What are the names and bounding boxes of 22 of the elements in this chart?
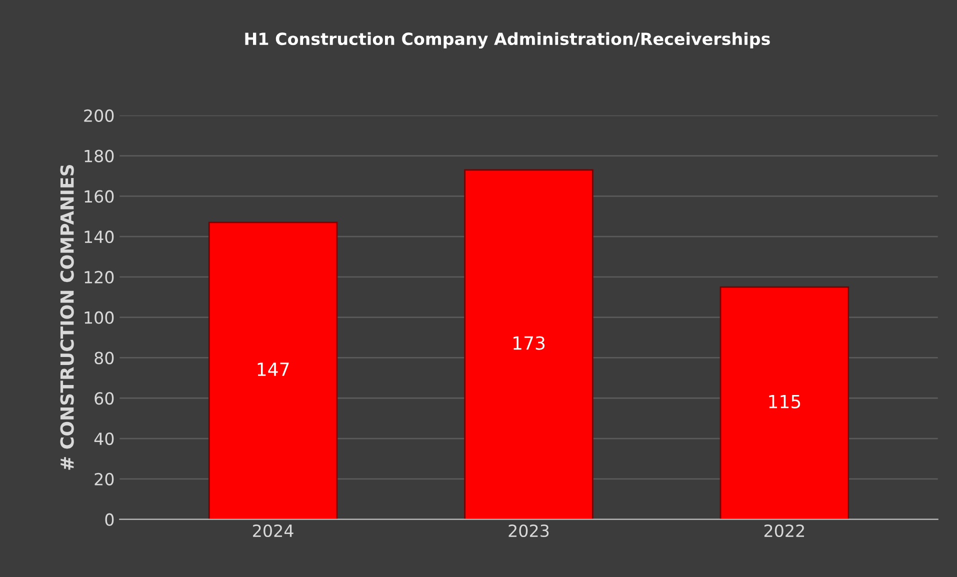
data-label: 115 — [769, 394, 800, 408]
data-label: 147 — [258, 362, 289, 376]
y-tick-label: 40 — [94, 432, 114, 446]
y-tick-label: 180 — [84, 150, 114, 162]
y-tick-label: 60 — [94, 392, 114, 405]
x-tick-label: 2023 — [508, 524, 549, 538]
y-tick-label: 200 — [84, 109, 114, 122]
y-tick-label: 20 — [94, 472, 114, 486]
bar — [208, 222, 338, 520]
y-tick-label: 80 — [94, 352, 114, 364]
y-tick-label: 100 — [84, 311, 114, 324]
y-tick-label: 120 — [84, 270, 114, 284]
x-tick-label: 2024 — [253, 524, 294, 538]
y-tick-label: 0 — [105, 513, 114, 526]
x-tick-label: 2022 — [764, 524, 804, 538]
bar — [464, 169, 594, 520]
chart-title: H1 Construction Company Administration/Receiverships — [245, 32, 770, 49]
data-label: 173 — [513, 336, 545, 350]
bar — [720, 286, 850, 520]
y-tick-label: 140 — [84, 230, 114, 244]
y-axis-title: # CONSTRUCTION COMPANIES — [60, 165, 74, 470]
y-tick-label: 160 — [84, 190, 114, 203]
